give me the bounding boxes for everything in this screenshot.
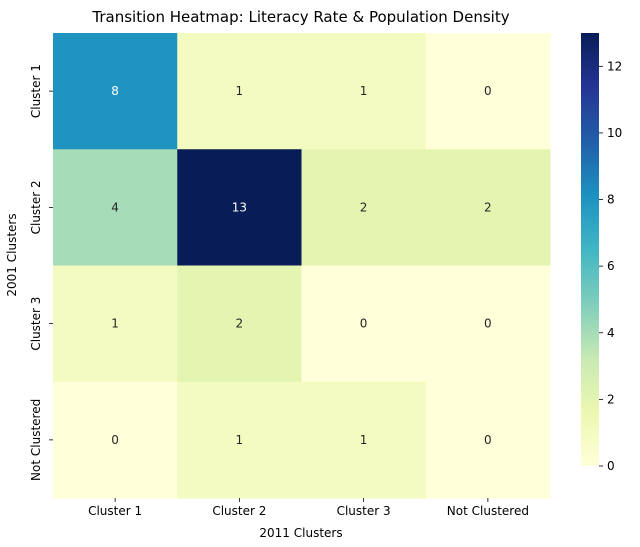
colorbar-tick-label: 0	[607, 459, 615, 473]
colorbar-tick-label: 4	[607, 326, 615, 340]
heatmap-cell	[177, 33, 302, 150]
cell-value-label: 13	[232, 200, 247, 214]
y-tick-label: Cluster 3	[29, 297, 43, 351]
heatmap-cell	[53, 33, 178, 150]
colorbar-tick-label: 6	[607, 259, 615, 273]
heatmap-cell	[177, 265, 302, 383]
colorbar-ticks: 0 2 4 6 8 10 12	[599, 59, 622, 473]
heatmap-cell	[177, 149, 302, 266]
cell-value-label: 0	[360, 317, 368, 331]
cell-value-label: 1	[236, 84, 244, 98]
heatmap-cell	[301, 265, 427, 383]
x-tick-labels: Cluster 1 Cluster 2 Cluster 3 Not Clustered	[88, 498, 529, 518]
cell-value-label: 2	[360, 200, 368, 214]
cell-value-label: 1	[236, 433, 244, 447]
heatmap-cell	[425, 265, 551, 383]
heatmap-cell	[425, 381, 551, 499]
x-axis-label: 2011 Clusters	[259, 526, 342, 540]
x-tick-label: Not Clustered	[447, 504, 529, 518]
colorbar	[581, 33, 599, 466]
heatmap-cell	[177, 381, 302, 499]
y-tick-label: Cluster 2	[29, 180, 43, 234]
cell-value-label: 4	[111, 200, 119, 214]
cell-value-label: 0	[484, 433, 492, 447]
heatmap-cell	[301, 33, 427, 150]
heatmap-cell	[53, 381, 178, 499]
heatmap-cell	[53, 265, 178, 383]
heatmap-cell	[425, 149, 551, 266]
heatmap-cells: 8 1 1 04 13 2 21 2 0 00 1 1 0	[53, 33, 551, 499]
x-tick-label: Cluster 3	[337, 504, 391, 518]
heatmap-cell	[53, 149, 178, 266]
heatmap-cell	[301, 381, 427, 499]
cell-value-label: 2	[484, 200, 492, 214]
cell-value-label: 1	[111, 317, 119, 331]
cell-value-label: 8	[111, 84, 119, 98]
cell-value-label: 2	[236, 317, 244, 331]
colorbar-tick-label: 8	[607, 193, 615, 207]
y-tick-label: Not Clustered	[29, 399, 43, 481]
y-tick-label: Cluster 1	[29, 64, 43, 118]
colorbar-tick-label: 10	[607, 126, 622, 140]
x-tick-label: Cluster 1	[88, 504, 142, 518]
cell-value-label: 0	[111, 433, 119, 447]
chart-title: Transition Heatmap: Literacy Rate & Popu…	[91, 8, 509, 26]
x-tick-label: Cluster 2	[212, 504, 266, 518]
y-tick-labels: Cluster 1 Cluster 2 Cluster 3 Not Clustered	[29, 64, 53, 481]
heatmap-cell	[301, 149, 427, 266]
colorbar-tick-label: 2	[607, 392, 615, 406]
cell-value-label: 0	[484, 317, 492, 331]
y-axis-label: 2001 Clusters	[5, 213, 19, 296]
cell-value-label: 1	[360, 433, 368, 447]
cell-value-label: 0	[484, 84, 492, 98]
cell-value-label: 1	[360, 84, 368, 98]
heatmap-cell	[425, 33, 551, 150]
colorbar-tick-label: 12	[607, 59, 622, 73]
